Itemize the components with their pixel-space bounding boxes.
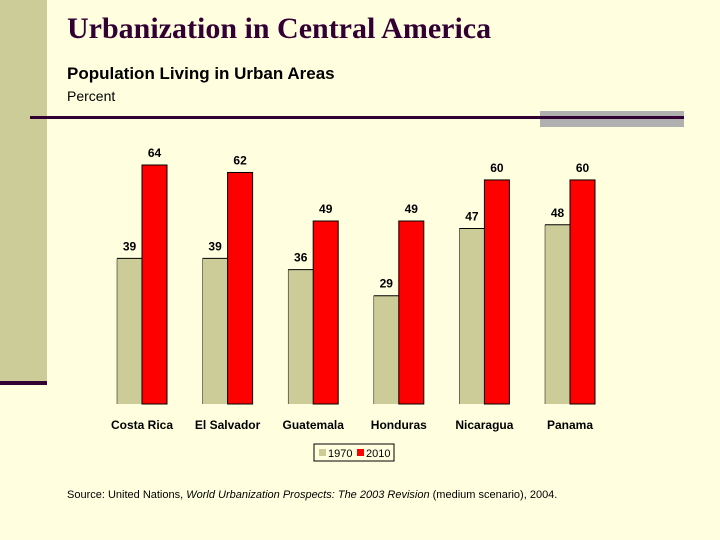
data-label: 48 <box>551 206 565 220</box>
bar-2010 <box>312 220 339 405</box>
data-label: 29 <box>380 277 394 291</box>
legend-swatch-1970 <box>319 449 326 456</box>
data-label: 62 <box>233 153 247 167</box>
source-suffix: (medium scenario), 2004. <box>429 489 558 501</box>
data-label: 60 <box>576 161 590 175</box>
bar-1970 <box>373 295 399 404</box>
legend-label: 2010 <box>366 448 390 460</box>
chart-subtitle: Population Living in Urban Areas <box>67 64 335 83</box>
page-title: Urbanization in Central America <box>67 12 492 45</box>
bar-1970 <box>459 228 485 404</box>
category-label: Costa Rica <box>111 418 173 432</box>
bar-1970 <box>545 224 570 404</box>
bar-2010 <box>141 164 168 405</box>
data-label: 39 <box>208 239 222 253</box>
bar-1970 <box>202 258 228 404</box>
source-note: Source: United Nations, World Urbanizati… <box>67 489 557 501</box>
header-divider <box>30 116 684 119</box>
data-label: 64 <box>148 146 162 160</box>
category-label: Panama <box>547 418 593 432</box>
bar-2010 <box>483 179 510 405</box>
sidebar-accent-line <box>0 381 47 385</box>
bar-2010 <box>569 179 596 405</box>
category-label: Guatemala <box>283 418 345 432</box>
category-label: El Salvador <box>195 418 261 432</box>
data-label: 49 <box>405 202 419 216</box>
legend-label: 1970 <box>328 448 352 460</box>
bar-1970 <box>288 269 314 404</box>
bar-2010 <box>398 220 425 405</box>
category-label: Honduras <box>371 418 427 432</box>
data-label: 60 <box>490 161 504 175</box>
header-accent-block <box>540 111 684 127</box>
legend-swatch-2010 <box>357 449 364 456</box>
data-label: 36 <box>294 251 308 265</box>
source-title: World Urbanization Prospects: The 2003 R… <box>186 489 430 501</box>
legend-box <box>313 443 395 462</box>
bar-1970 <box>117 258 142 404</box>
sidebar-decoration <box>0 0 47 383</box>
data-label: 49 <box>319 202 333 216</box>
data-label: 39 <box>123 239 137 253</box>
bar-2010 <box>227 171 254 405</box>
category-label: Nicaragua <box>455 418 513 432</box>
source-prefix: Source: United Nations, <box>67 489 187 501</box>
unit-label: Percent <box>67 88 116 104</box>
data-label: 47 <box>465 209 479 223</box>
